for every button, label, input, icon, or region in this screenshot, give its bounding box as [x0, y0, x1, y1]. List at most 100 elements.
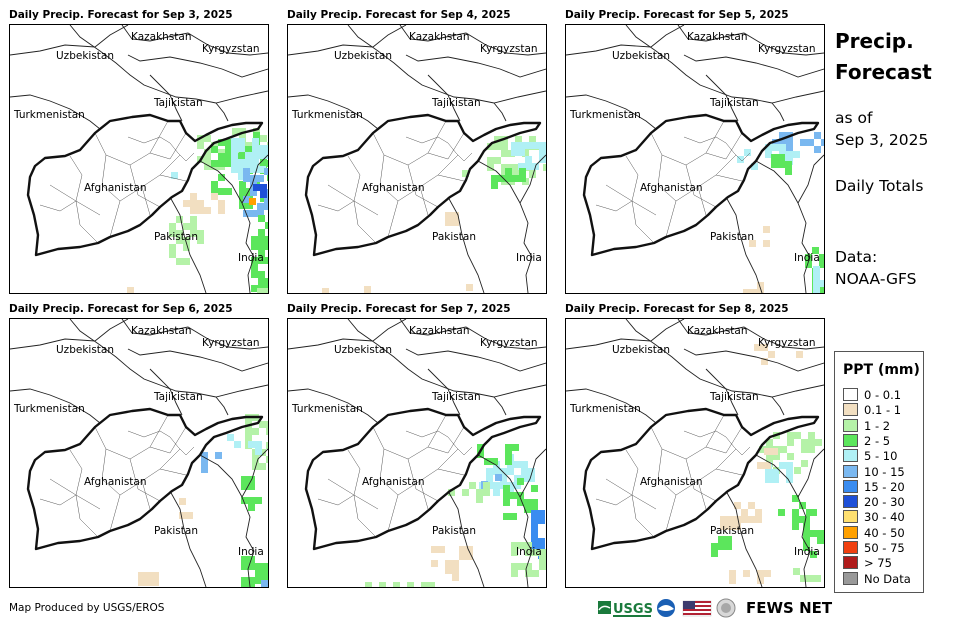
side-title-line1: Precip.: [835, 29, 914, 53]
label-afghanistan: Afghanistan: [84, 476, 147, 488]
label-kazakhstan: Kazakhstan: [131, 31, 192, 43]
label-kyrgyzstan: Kyrgyzstan: [758, 337, 816, 349]
province-borders: [39, 414, 195, 538]
label-pakistan: Pakistan: [154, 525, 198, 537]
label-turkmenistan: Turkmenistan: [569, 403, 641, 415]
legend-swatch: [843, 388, 858, 401]
legend-swatch: [843, 479, 858, 493]
legend-label: 5 - 10: [864, 449, 898, 464]
precip-map: Kazakhstan Uzbekistan Kyrgyzstan Tajikistan…: [565, 24, 825, 294]
country-borders: [566, 319, 824, 587]
legend-item: 2 - 5: [843, 433, 890, 448]
precip-map: Kazakhstan Uzbekistan Kyrgyzstan Tajikistan…: [287, 318, 547, 588]
label-kazakhstan: Kazakhstan: [131, 325, 192, 337]
country-borders: [288, 25, 546, 293]
legend-label: 40 - 50: [864, 525, 905, 540]
panel-title: Daily Precip. Forecast for Sep 6, 2025: [9, 303, 233, 315]
country-borders: [10, 25, 268, 293]
state-seal-icon: [716, 598, 736, 618]
panel-title: Daily Precip. Forecast for Sep 7, 2025: [287, 303, 511, 315]
legend-swatch: [843, 571, 858, 585]
country-borders: [288, 319, 546, 587]
label-pakistan: Pakistan: [154, 231, 198, 243]
legend-label: 0 - 0.1: [864, 388, 902, 402]
legend-label: No Data: [864, 571, 911, 586]
label-afghanistan: Afghanistan: [362, 476, 425, 488]
province-borders: [317, 120, 473, 244]
legend-item: 0.1 - 1: [843, 403, 901, 417]
legend-title: PPT (mm): [843, 362, 920, 378]
side-title-line2: Forecast: [835, 60, 932, 84]
label-pakistan: Pakistan: [432, 525, 476, 537]
legend-item: 30 - 40: [843, 510, 905, 524]
precip-field: [322, 136, 546, 293]
label-tajikistan: Tajikistan: [431, 97, 481, 109]
as-of-block: as of Sep 3, 2025: [835, 107, 928, 151]
label-india: India: [516, 252, 542, 264]
afghanistan-border: [304, 407, 542, 551]
precip-field: [711, 344, 824, 584]
afghanistan-border: [304, 113, 542, 257]
legend-label: 30 - 40: [864, 510, 905, 525]
legend-swatch: [843, 433, 858, 447]
label-tajikistan: Tajikistan: [709, 391, 759, 403]
label-uzbekistan: Uzbekistan: [612, 50, 670, 62]
legend-item: 40 - 50: [843, 525, 905, 540]
legend-swatch: [843, 403, 858, 417]
afghanistan-border: [26, 407, 264, 551]
label-kyrgyzstan: Kyrgyzstan: [480, 43, 538, 55]
country-borders: [566, 25, 824, 293]
label-afghanistan: Afghanistan: [640, 476, 703, 488]
legend-label: 0.1 - 1: [864, 403, 902, 418]
label-kyrgyzstan: Kyrgyzstan: [480, 337, 538, 349]
province-borders: [595, 120, 751, 244]
agency-logos: USGS: [598, 598, 823, 620]
legend-swatch: [843, 418, 858, 432]
label-pakistan: Pakistan: [710, 231, 754, 243]
legend-item: 50 - 75: [843, 541, 905, 555]
label-uzbekistan: Uzbekistan: [56, 50, 114, 62]
usgs-logo-text: USGS: [613, 602, 653, 617]
label-kyrgyzstan: Kyrgyzstan: [202, 43, 260, 55]
panel-title: Daily Precip. Forecast for Sep 5, 2025: [565, 9, 789, 21]
legend-swatch: [843, 541, 858, 554]
as-of-label: as of: [835, 109, 873, 127]
label-tajikistan: Tajikistan: [153, 97, 203, 109]
legend-label: 50 - 75: [864, 541, 905, 555]
label-uzbekistan: Uzbekistan: [56, 344, 114, 356]
noaa-logo-icon: [657, 599, 675, 617]
legend-swatch: [843, 449, 858, 463]
legend-item: 0 - 0.1: [843, 388, 901, 402]
label-kazakhstan: Kazakhstan: [687, 31, 748, 43]
precip-map: Kazakhstan Uzbekistan Kyrgyzstan Tajikistan…: [9, 318, 269, 588]
province-borders: [595, 414, 751, 538]
afghanistan-border: [26, 113, 264, 257]
legend-swatch: [843, 525, 858, 539]
legend-label: 1 - 2: [864, 418, 891, 433]
panel-title: Daily Precip. Forecast for Sep 8, 2025: [565, 303, 789, 315]
usgs-logo-icon: USGS: [598, 601, 653, 617]
precip-field: [127, 128, 268, 293]
label-india: India: [516, 546, 542, 558]
legend-item: 20 - 30: [843, 495, 905, 509]
label-uzbekistan: Uzbekistan: [334, 344, 392, 356]
label-turkmenistan: Turkmenistan: [569, 109, 641, 121]
precip-field: [737, 132, 824, 293]
precip-field: [138, 414, 268, 587]
legend-item: 1 - 2: [843, 418, 891, 433]
panel-title: Daily Precip. Forecast for Sep 4, 2025: [287, 9, 511, 21]
data-label: Data:: [835, 248, 878, 266]
afghanistan-border: [582, 407, 820, 551]
legend-swatch: [843, 464, 858, 478]
legend-item: 10 - 15: [843, 464, 905, 479]
label-tajikistan: Tajikistan: [709, 97, 759, 109]
legend-item: No Data: [843, 571, 911, 586]
label-tajikistan: Tajikistan: [431, 391, 481, 403]
label-turkmenistan: Turkmenistan: [291, 109, 363, 121]
label-kazakhstan: Kazakhstan: [687, 325, 748, 337]
legend-item: 15 - 20: [843, 479, 905, 494]
side-title: Precip. Forecast: [835, 26, 932, 88]
label-pakistan: Pakistan: [432, 231, 476, 243]
legend-label: 20 - 30: [864, 495, 905, 510]
